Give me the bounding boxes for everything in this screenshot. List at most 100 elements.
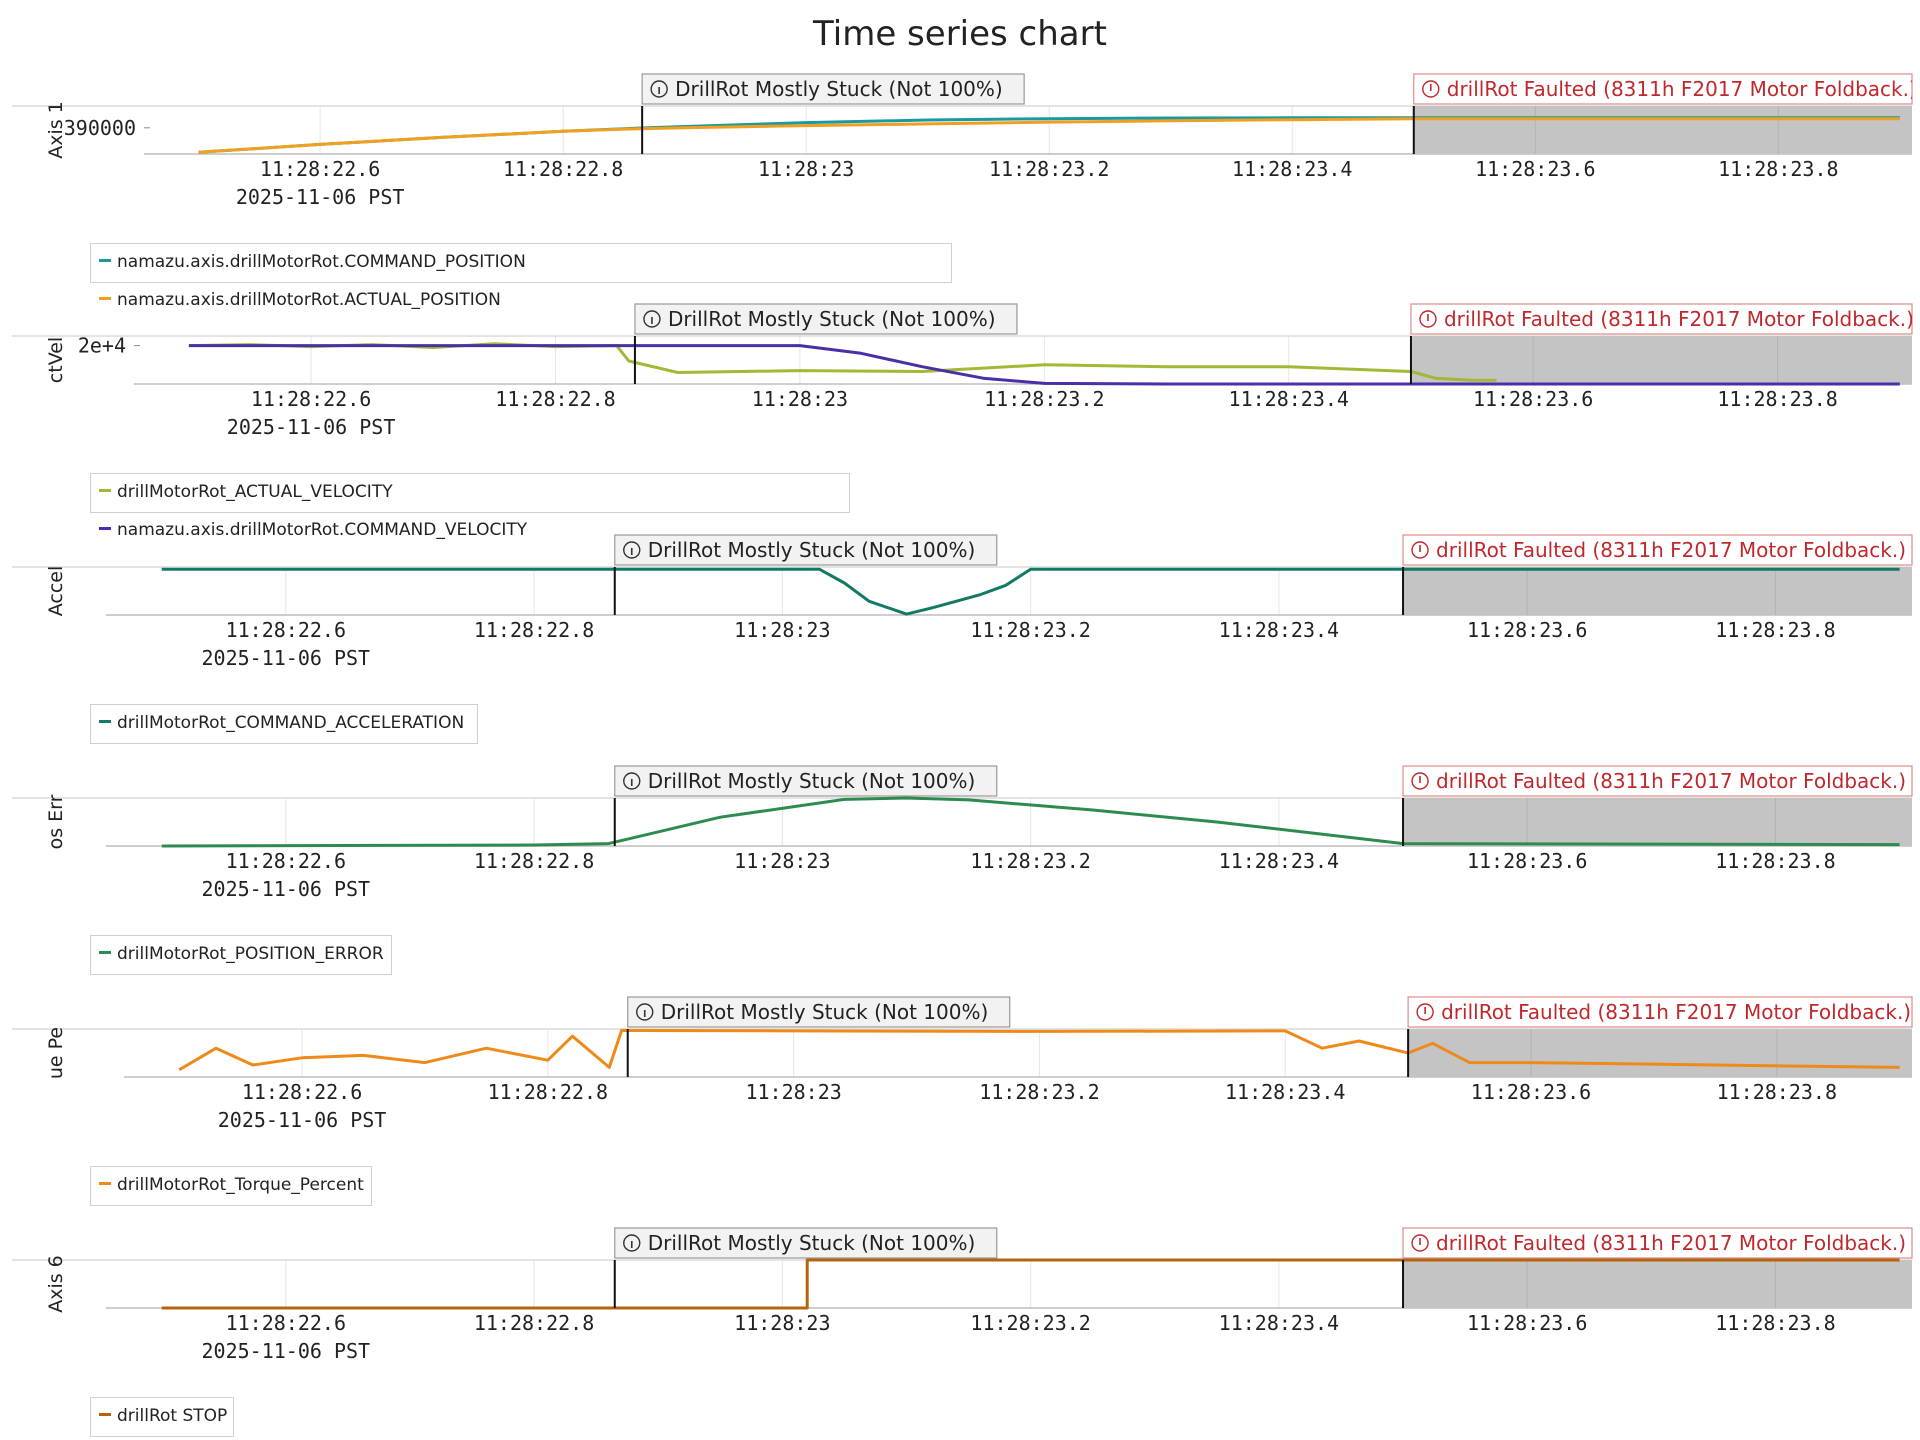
legend-item[interactable]: drillMotorRot_ACTUAL_VELOCITY bbox=[99, 482, 393, 502]
x-tick-label: 11:28:22.6 bbox=[251, 387, 371, 411]
x-tick-label: 11:28:22.6 bbox=[226, 849, 346, 873]
legend-label: namazu.axis.drillMotorRot.ACTUAL_POSITIO… bbox=[117, 290, 501, 310]
legend-label: drillMotorRot_Torque_Percent bbox=[117, 1175, 364, 1195]
info-icon bbox=[650, 80, 668, 98]
x-tick-label: 11:28:23.6 bbox=[1467, 849, 1587, 873]
fault-annotation-box bbox=[1407, 996, 1913, 1028]
x-tick-label: 11:28:23 bbox=[734, 618, 830, 642]
x-tick-label: 11:28:23.8 bbox=[1718, 157, 1838, 181]
x-tick-label: 11:28:23.2 bbox=[989, 157, 1109, 181]
legend-swatch bbox=[99, 1181, 111, 1185]
info-icon bbox=[623, 1234, 641, 1252]
x-tick-label: 11:28:23 bbox=[758, 157, 854, 181]
legend-label: namazu.axis.drillMotorRot.COMMAND_VELOCI… bbox=[117, 520, 528, 540]
x-tick-label: 11:28:22.6 bbox=[242, 1080, 362, 1104]
legend-box: drillMotorRot_COMMAND_ACCELERATION bbox=[90, 704, 478, 744]
fault-annotation-label: drillRot Faulted (8311h F2017 Motor Fold… bbox=[1441, 1000, 1920, 1024]
x-tick-label: 11:28:23.4 bbox=[1232, 157, 1352, 181]
x-tick-label: 11:28:23.4 bbox=[1219, 618, 1339, 642]
info-icon bbox=[623, 772, 641, 790]
x-tick-label: 11:28:23.4 bbox=[1229, 387, 1349, 411]
x-tick-label: 11:28:23.6 bbox=[1475, 157, 1595, 181]
y-axis-label: ctVel bbox=[45, 337, 67, 383]
legend-item[interactable]: drillRot STOP bbox=[99, 1406, 227, 1426]
panel-5: ue Pe DrillRot Mostly Stuck (Not 100%) dri… bbox=[12, 996, 1920, 1132]
legend-swatch bbox=[99, 296, 111, 300]
x-tick-label: 11:28:23 bbox=[734, 849, 830, 873]
x-tick-label: 11:28:23.6 bbox=[1473, 387, 1593, 411]
legend-box: drillMotorRot_ACTUAL_VELOCITY namazu.axis… bbox=[90, 473, 850, 540]
stuck-annotation-box bbox=[641, 73, 1025, 105]
x-tick-label: 11:28:23.8 bbox=[1717, 387, 1837, 411]
stuck-annotation-label: DrillRot Mostly Stuck (Not 100%) bbox=[648, 769, 976, 793]
x-tick-label: 11:28:23.4 bbox=[1219, 849, 1339, 873]
alert-icon bbox=[1411, 772, 1429, 790]
y-axis-label: ue Pe bbox=[45, 1027, 67, 1079]
legend-item[interactable]: drillMotorRot_COMMAND_ACCELERATION bbox=[99, 713, 464, 733]
fault-annotation-box bbox=[1413, 73, 1913, 105]
stuck-annotation-box bbox=[614, 765, 998, 797]
fault-annotation-label: drillRot Faulted (8311h F2017 Motor Fold… bbox=[1444, 307, 1920, 331]
stuck-annotation-box bbox=[614, 1227, 998, 1259]
fault-region bbox=[1403, 798, 1912, 846]
stuck-annotation-box bbox=[627, 996, 1011, 1028]
legend-item[interactable]: drillMotorRot_POSITION_ERROR bbox=[99, 944, 384, 964]
legend-item[interactable]: namazu.axis.drillMotorRot.COMMAND_VELOCI… bbox=[99, 520, 527, 540]
x-date-label: 2025-11-06 PST bbox=[227, 415, 396, 439]
y-tick-label: 390000 bbox=[64, 116, 136, 140]
x-tick-label: 11:28:23.6 bbox=[1467, 618, 1587, 642]
legend-label: drillMotorRot_POSITION_ERROR bbox=[117, 944, 384, 964]
x-tick-label: 11:28:23.2 bbox=[979, 1080, 1099, 1104]
y-axis-label: os Err bbox=[45, 794, 67, 849]
x-tick-label: 11:28:22.8 bbox=[503, 157, 623, 181]
legend-box: drillMotorRot_Torque_Percent bbox=[90, 1166, 372, 1206]
series-line bbox=[161, 567, 1900, 616]
x-tick-label: 11:28:23.4 bbox=[1219, 1311, 1339, 1335]
info-icon bbox=[643, 310, 661, 328]
chart-title: Time series chart bbox=[813, 14, 1107, 54]
info-icon bbox=[623, 541, 641, 559]
legend-swatch bbox=[99, 488, 111, 492]
x-tick-label: 11:28:23 bbox=[734, 1311, 830, 1335]
y-axis-label: Accel bbox=[45, 566, 67, 617]
series-line bbox=[198, 117, 1900, 154]
legend-item[interactable]: namazu.axis.drillMotorRot.COMMAND_POSITI… bbox=[99, 252, 526, 272]
stuck-annotation-box bbox=[614, 534, 998, 566]
y-axis-label: Axis 6 bbox=[45, 1255, 67, 1313]
x-date-label: 2025-11-06 PST bbox=[236, 185, 405, 209]
legend-swatch bbox=[99, 719, 111, 723]
x-date-label: 2025-11-06 PST bbox=[202, 877, 371, 901]
fault-annotation-box bbox=[1402, 534, 1913, 566]
x-tick-label: 11:28:22.6 bbox=[260, 157, 380, 181]
fault-region bbox=[1403, 567, 1912, 615]
x-tick-label: 11:28:23.2 bbox=[984, 387, 1104, 411]
legend-item[interactable]: drillMotorRot_Torque_Percent bbox=[99, 1175, 364, 1195]
x-tick-label: 11:28:23 bbox=[752, 387, 848, 411]
x-date-label: 2025-11-06 PST bbox=[218, 1108, 387, 1132]
legend-label: drillMotorRot_COMMAND_ACCELERATION bbox=[117, 713, 465, 733]
alert-icon bbox=[1411, 1234, 1429, 1252]
fault-annotation-box bbox=[1402, 765, 1913, 797]
x-tick-label: 11:28:23.2 bbox=[970, 618, 1090, 642]
y-axis-label: Axis 1 bbox=[45, 101, 67, 159]
panel-4: os Err DrillRot Mostly Stuck (Not 100%) dr… bbox=[12, 765, 1920, 901]
legend-box: drillMotorRot_POSITION_ERROR bbox=[90, 935, 392, 975]
stuck-annotation-label: DrillRot Mostly Stuck (Not 100%) bbox=[648, 538, 976, 562]
panel-2: ctVel 2e+4 DrillRot Mostly Stuck (Not 100%… bbox=[12, 303, 1920, 439]
x-tick-label: 11:28:23.2 bbox=[970, 849, 1090, 873]
alert-icon bbox=[1422, 80, 1440, 98]
legend-label: drillRot STOP bbox=[117, 1406, 228, 1426]
x-tick-label: 11:28:23.8 bbox=[1717, 1080, 1837, 1104]
legend-item[interactable]: namazu.axis.drillMotorRot.ACTUAL_POSITIO… bbox=[99, 290, 501, 310]
fault-region bbox=[1408, 1029, 1912, 1077]
series-line bbox=[161, 796, 1900, 848]
stuck-annotation-label: DrillRot Mostly Stuck (Not 100%) bbox=[648, 1231, 976, 1255]
x-tick-label: 11:28:22.8 bbox=[474, 1311, 594, 1335]
series-line bbox=[178, 1028, 1900, 1072]
x-tick-label: 11:28:22.8 bbox=[495, 387, 615, 411]
x-tick-label: 11:28:23.2 bbox=[970, 1311, 1090, 1335]
x-tick-label: 11:28:23.4 bbox=[1225, 1080, 1345, 1104]
fault-annotation-label: drillRot Faulted (8311h F2017 Motor Fold… bbox=[1436, 769, 1920, 793]
x-tick-label: 11:28:22.8 bbox=[474, 618, 594, 642]
